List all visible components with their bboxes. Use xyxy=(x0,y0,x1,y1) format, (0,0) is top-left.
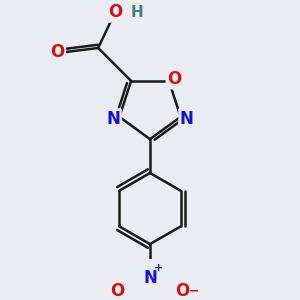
Text: N: N xyxy=(180,110,194,128)
Text: O: O xyxy=(50,43,64,61)
Text: N: N xyxy=(143,269,157,287)
Text: O: O xyxy=(175,282,190,300)
Text: +: + xyxy=(154,263,163,273)
Text: O: O xyxy=(167,70,181,88)
Text: O: O xyxy=(108,3,122,21)
Text: H: H xyxy=(131,5,143,20)
Text: −: − xyxy=(189,285,200,298)
Text: O: O xyxy=(110,282,125,300)
Text: N: N xyxy=(106,110,120,128)
